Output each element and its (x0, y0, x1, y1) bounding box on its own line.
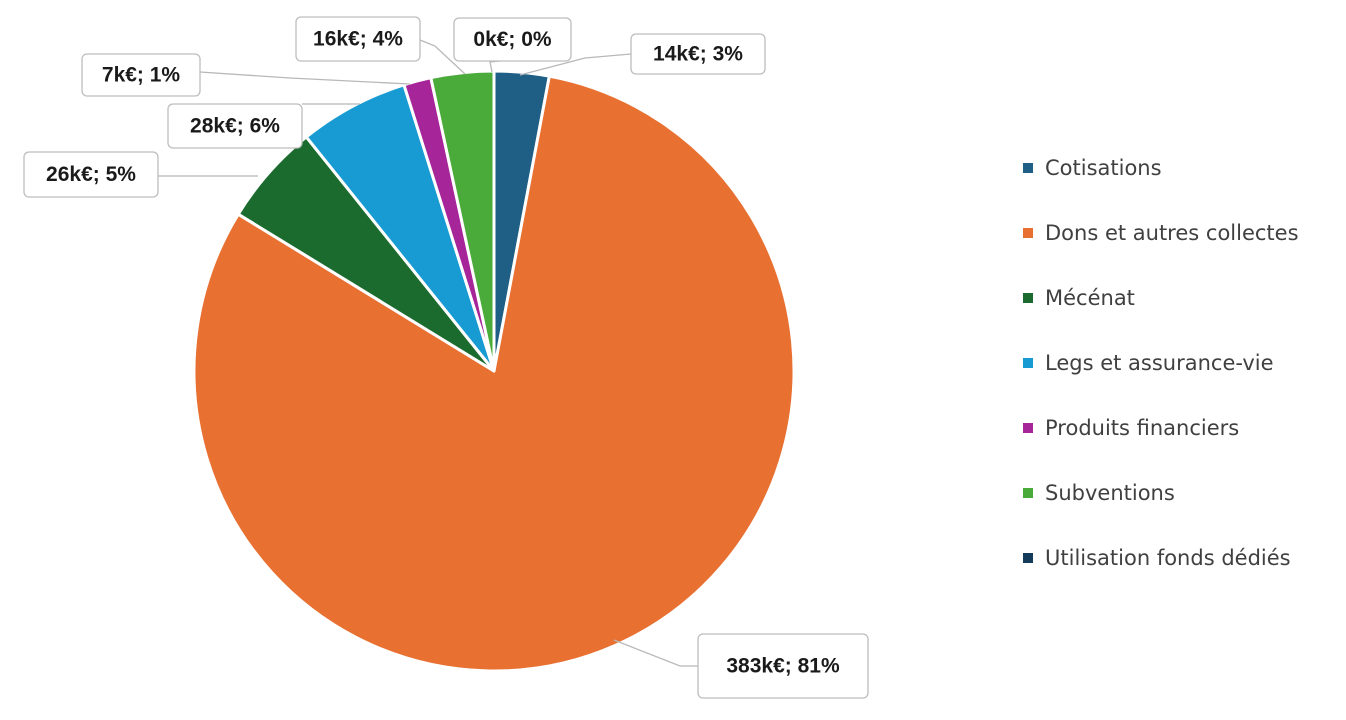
data-label-box-2 (23, 151, 159, 198)
legend-marker-5 (1023, 488, 1033, 498)
pie-slice-5 (429, 69, 496, 373)
data-label-box-6 (453, 17, 572, 62)
data-label-box-1 (697, 633, 869, 699)
data-label-4: 7k€; 1% (102, 64, 181, 87)
leader-line-1 (613, 639, 698, 667)
data-label-3: 28k€; 6% (190, 115, 280, 138)
data-label-1: 383k€; 81% (726, 655, 840, 678)
data-label-box-3 (167, 103, 303, 149)
data-label-0: 14k€; 3% (653, 43, 743, 66)
leader-line-4 (199, 71, 411, 85)
data-label-box-0 (630, 33, 766, 75)
data-label-5: 16k€; 4% (313, 28, 403, 51)
data-label-6: 0k€; 0% (473, 28, 552, 51)
legend-label-6: Utilisation fonds dédiés (1045, 546, 1291, 570)
legend-label-5: Subventions (1045, 481, 1175, 505)
legend-marker-2 (1023, 293, 1033, 303)
pie-slices (192, 69, 796, 673)
data-label-box-4 (81, 53, 201, 97)
legend-label-1: Dons et autres collectes (1045, 221, 1299, 245)
legend: Cotisations Dons et autres collectes Mécén… (1023, 156, 1299, 570)
legend-label-0: Cotisations (1045, 156, 1162, 180)
leader-lines (158, 39, 698, 667)
legend-marker-3 (1023, 358, 1033, 368)
legend-label-3: Legs et assurance-vie (1045, 351, 1274, 375)
legend-marker-4 (1023, 423, 1033, 433)
leader-line-0 (519, 53, 632, 76)
legend-label-4: Produits financiers (1045, 416, 1239, 440)
pie-slice-1 (192, 74, 796, 673)
leader-line-5 (419, 39, 466, 75)
data-label-box-5 (295, 16, 421, 62)
legend-label-2: Mécénat (1045, 286, 1135, 310)
legend-marker-0 (1023, 163, 1033, 173)
legend-marker-1 (1023, 228, 1033, 238)
data-label-2: 26k€; 5% (46, 163, 136, 186)
data-labels: 14k€; 3% 383k€; 81% 26k€; 5% 28k€; 6% 7k€; 1… (23, 16, 869, 699)
legend-marker-6 (1023, 553, 1033, 563)
